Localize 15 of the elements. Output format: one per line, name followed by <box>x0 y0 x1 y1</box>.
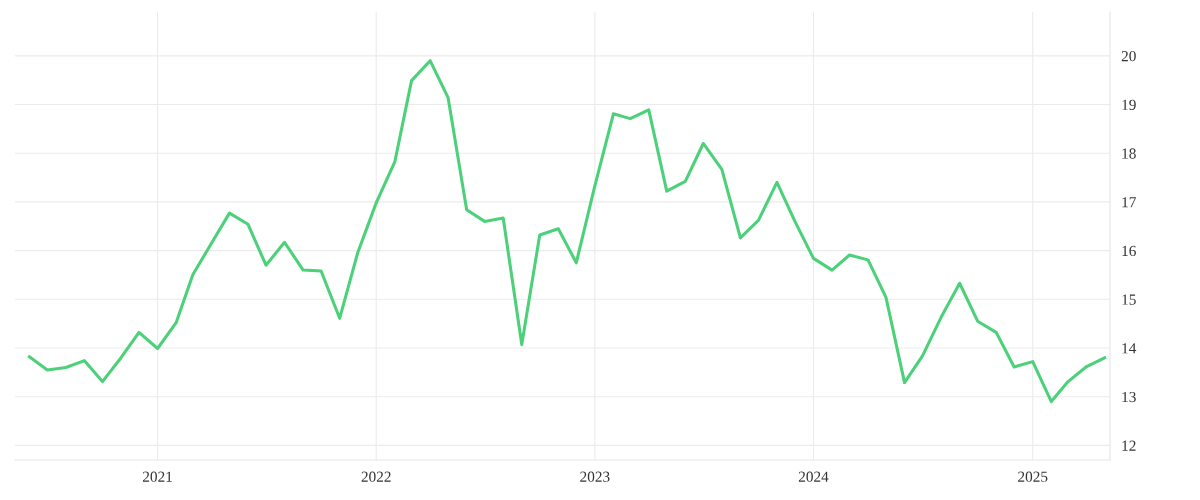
x-tick-label: 2021 <box>142 471 172 482</box>
x-tick-label: 2025 <box>1018 471 1048 482</box>
y-tick-label: 15 <box>1122 294 1136 305</box>
y-tick-label: 13 <box>1122 391 1136 403</box>
y-tick-label: 20 <box>1121 50 1136 62</box>
y-tick-label: 12 <box>1122 440 1136 451</box>
x-tick-label: 2023 <box>580 471 610 482</box>
x-tick-label: 2022 <box>361 471 391 482</box>
line-series <box>27 59 1107 404</box>
x-tick-label: 2024 <box>798 471 829 482</box>
y-tick-label: 18 <box>1122 148 1136 159</box>
y-tick-label: 19 <box>1122 99 1136 110</box>
y-tick-label: 14 <box>1122 343 1137 354</box>
y-tick-label: 16 <box>1122 245 1136 257</box>
y-tick-label: 17 <box>1122 197 1136 208</box>
